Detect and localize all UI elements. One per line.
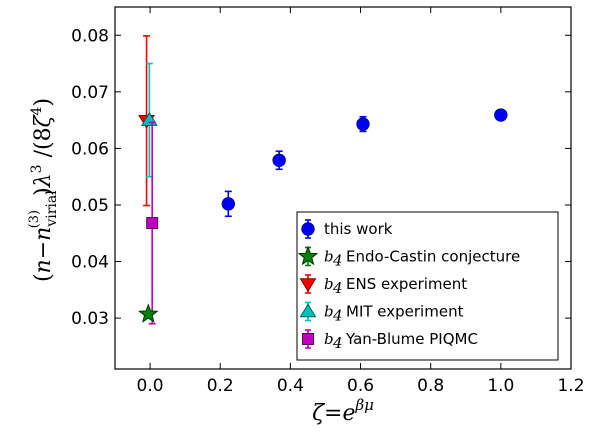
y-tick-label: 0.03 (71, 309, 109, 329)
legend-frame (296, 211, 559, 361)
legend-prefix: b (324, 330, 334, 348)
x-tick-label: 1.0 (487, 376, 514, 396)
legend-prefix: b (324, 303, 334, 321)
series-this-work (221, 108, 508, 218)
series-this-work-point (356, 117, 370, 131)
legend-subscript: 4 (332, 279, 343, 297)
svg-text:ζ=eβμ: ζ=eβμ (312, 396, 374, 426)
legend-entry-endo-castin-conjecture: b 4 Endo-Castin conjecture (297, 245, 520, 270)
series-this-work-point (221, 197, 235, 211)
legend-prefix: b (324, 275, 334, 293)
svg-text:(n−nvirial(3))λ3 /(8ζ4): (n−nvirial(3))λ3 /(8ζ4) (27, 98, 60, 282)
legend-entry-mit-experiment: b 4 MIT experiment (299, 301, 464, 325)
legend-label: Endo-Castin conjecture (346, 248, 520, 266)
legend-prefix: b (324, 248, 334, 266)
x-tick-label: 1.2 (557, 376, 584, 396)
legend-subscript: 4 (332, 252, 343, 270)
legend-marker (301, 222, 315, 236)
series-this-work-point (494, 108, 508, 122)
legend-label: this work (324, 220, 393, 238)
legend-label: Yan-Blume PIQMC (345, 330, 478, 348)
y-tick-label: 0.08 (71, 26, 109, 46)
legend-marker (299, 303, 317, 318)
ticks-layer: 0.0 0.2 0.4 0.6 0.8 1.0 1.2 0.03 0.04 0.05 0.06 0.0… (71, 7, 585, 396)
legend-label: ENS experiment (346, 275, 467, 293)
series-endo-castin-conjecture (138, 303, 159, 323)
legend-marker (302, 333, 314, 345)
series-yan-blume-piqmc (146, 121, 159, 325)
y-axis-label: (n−nvirial(3))λ3 /(8ζ4) (27, 98, 60, 282)
plot-frame (114, 6, 572, 370)
x-tick-label: 0.0 (137, 376, 164, 396)
x-tick-label: 0.4 (277, 376, 304, 396)
series-yan-blume-piqmc-point (146, 217, 159, 230)
legend-entry-ens-experiment: b 4 ENS experiment (299, 274, 467, 297)
legend-marker (299, 278, 317, 293)
x-tick-label: 0.2 (207, 376, 234, 396)
y-tick-label: 0.05 (71, 196, 109, 216)
y-tick-label: 0.06 (71, 139, 109, 159)
legend-entry-yan-blume-piqmc: b 4 Yan-Blume PIQMC (302, 329, 478, 352)
legend-label: MIT experiment (346, 303, 464, 321)
legend-marker (297, 245, 319, 266)
series-this-work-point (272, 153, 286, 167)
y-tick-label: 0.04 (71, 253, 109, 273)
y-tick-label: 0.07 (71, 83, 109, 103)
marks-layer (138, 35, 508, 325)
x-axis-label: ζ=eβμ (312, 396, 374, 426)
x-tick-label: 0.6 (347, 376, 374, 396)
legend-entry-this-work: this work (301, 219, 393, 239)
legend-subscript: 4 (332, 334, 343, 352)
x-tick-label: 0.8 (417, 376, 444, 396)
legend-subscript: 4 (332, 307, 343, 325)
series-endo-castin-conjecture-point (138, 303, 159, 323)
